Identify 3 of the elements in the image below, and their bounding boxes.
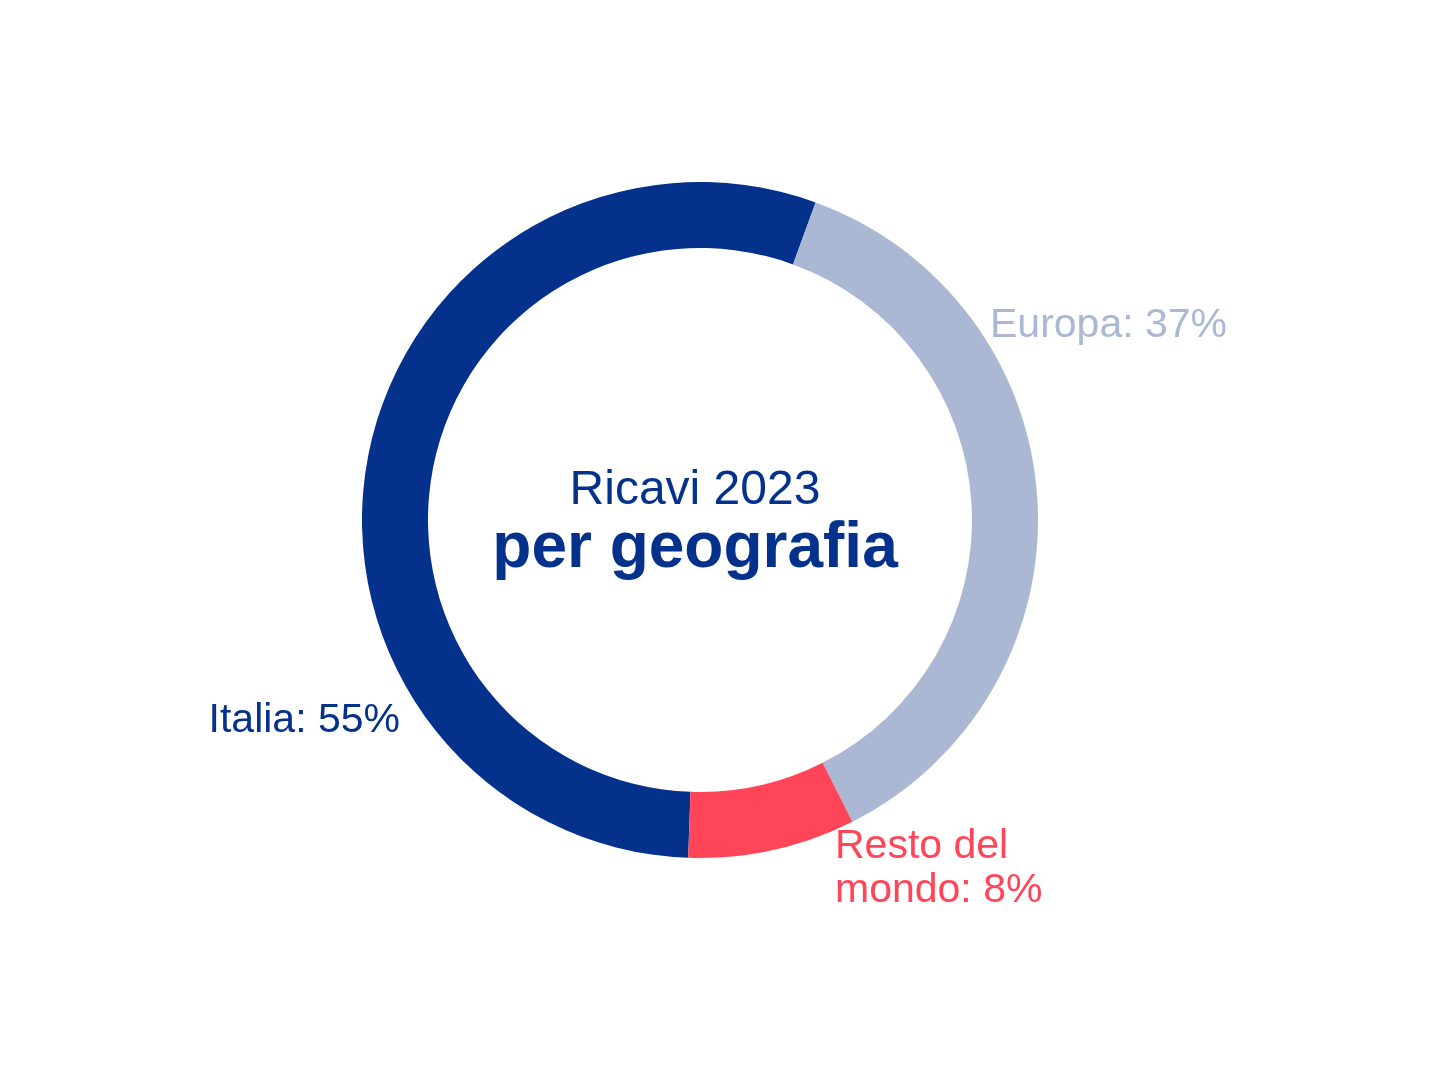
slice-label: Europa: 37% <box>990 300 1228 346</box>
slice-label: Resto del mondo: 8% <box>835 821 1043 911</box>
slice-label: Italia: 55% <box>208 695 401 741</box>
